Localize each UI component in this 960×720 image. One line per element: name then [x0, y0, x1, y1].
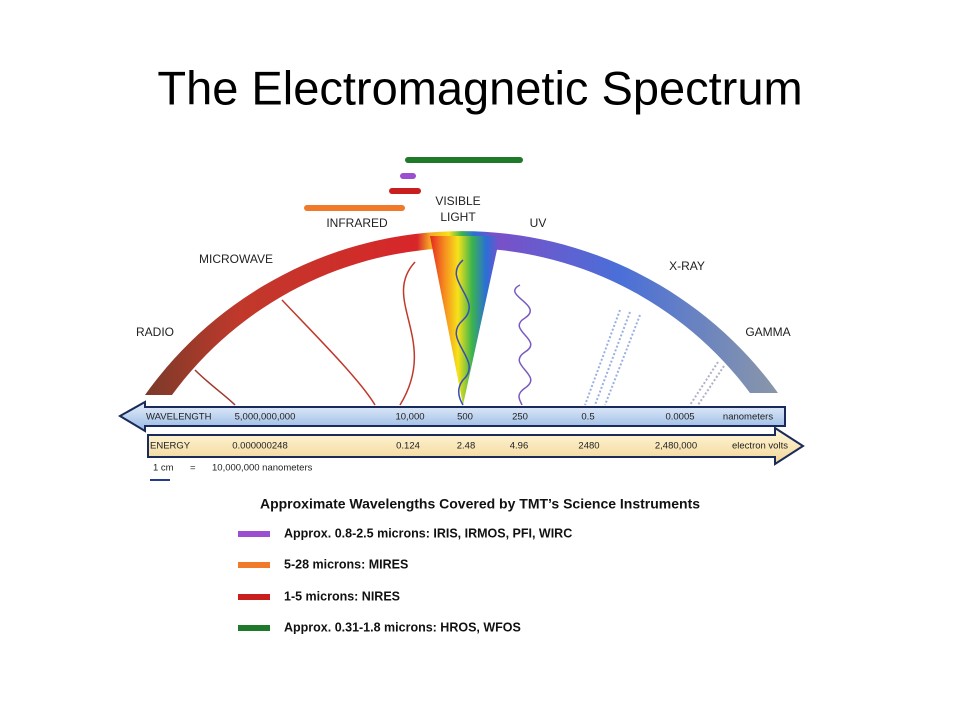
- energy-arrow: [147, 426, 805, 466]
- energy-label: ENERGY: [150, 441, 191, 452]
- wavelength-value: 0.5: [581, 412, 594, 423]
- ir-wave: [399, 261, 416, 406]
- band-label: X-RAY: [669, 259, 705, 273]
- band-label: LIGHT: [440, 210, 476, 224]
- legend-label: 1-5 microns: NIRES: [284, 589, 400, 603]
- legend-label: 5-28 microns: MIRES: [284, 557, 408, 571]
- band-label: VISIBLE: [435, 194, 480, 208]
- energy-value: 4.96: [510, 441, 529, 452]
- wavelength-value: 500: [457, 412, 473, 423]
- scale-length: 1 cm: [153, 463, 174, 474]
- wavelength-value: 0.0005: [665, 412, 694, 423]
- legend-swatch: [238, 625, 270, 631]
- band-label: UV: [530, 216, 547, 230]
- energy-value: 0.000000248: [232, 441, 287, 452]
- microwave-wave: [281, 299, 376, 406]
- spectrum-arc: [145, 231, 778, 395]
- energy-value: 2480: [578, 441, 599, 452]
- legend-title: Approximate Wavelengths Covered by TMT’s…: [260, 496, 700, 512]
- gamma-wave: [689, 361, 725, 406]
- energy-value: 0.124: [396, 441, 420, 452]
- wavelength-value: 250: [512, 412, 528, 423]
- band-label: MICROWAVE: [199, 252, 273, 266]
- wavelength-unit: nanometers: [723, 412, 773, 423]
- wavelength-value: 5,000,000,000: [235, 412, 296, 423]
- xray-wave: [584, 309, 641, 406]
- radio-wave: [194, 369, 236, 406]
- scale-value: 10,000,000 nanometers: [212, 463, 313, 474]
- wavelength-value: 10,000: [395, 412, 424, 423]
- band-label: GAMMA: [745, 325, 790, 339]
- energy-value: 2,480,000: [655, 441, 697, 452]
- legend-swatch: [238, 594, 270, 600]
- visible-wave: [455, 259, 470, 406]
- visible-wedge: [430, 236, 500, 405]
- legend-swatch: [238, 531, 270, 537]
- legend-label: Approx. 0.8-2.5 microns: IRIS, IRMOS, PF…: [284, 526, 572, 540]
- slide-title: The Electromagnetic Spectrum: [157, 61, 802, 114]
- band-label: INFRARED: [326, 216, 388, 230]
- wavelength-arrow: [118, 400, 786, 433]
- energy-unit: electron volts: [732, 441, 788, 452]
- scale-equals: =: [190, 463, 196, 474]
- wavelength-label: WAVELENGTH: [146, 412, 212, 423]
- uv-wave: [514, 284, 532, 406]
- legend-label: Approx. 0.31-1.8 microns: HROS, WFOS: [284, 620, 521, 634]
- energy-value: 2.48: [457, 441, 476, 452]
- band-label: RADIO: [136, 325, 174, 339]
- legend-swatch: [238, 562, 270, 568]
